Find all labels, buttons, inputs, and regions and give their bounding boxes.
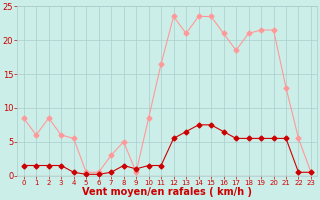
X-axis label: Vent moyen/en rafales ( km/h ): Vent moyen/en rafales ( km/h ) — [82, 187, 252, 197]
